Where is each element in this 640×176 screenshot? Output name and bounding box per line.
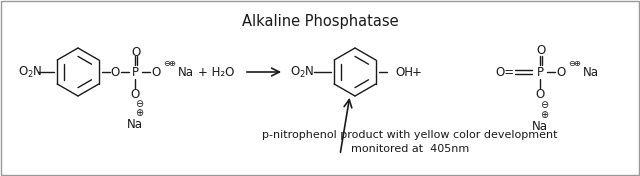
Text: ⊕: ⊕	[540, 110, 548, 120]
Text: + H₂O: + H₂O	[198, 65, 234, 78]
Text: Na: Na	[178, 65, 194, 78]
Text: ⊕: ⊕	[135, 108, 143, 118]
Text: Na: Na	[127, 118, 143, 130]
Text: OH: OH	[395, 65, 413, 78]
Text: +: +	[412, 65, 422, 78]
Text: P: P	[131, 65, 138, 78]
Text: P: P	[536, 65, 543, 78]
Text: O: O	[536, 87, 545, 100]
Text: ⊖: ⊖	[163, 59, 170, 68]
Text: p-nitrophenol product with yellow color development
monitored at  405nm: p-nitrophenol product with yellow color …	[262, 130, 557, 154]
Text: O$_2$N: O$_2$N	[290, 64, 315, 80]
Text: O$_2$N: O$_2$N	[18, 64, 43, 80]
Text: O: O	[152, 65, 161, 78]
Text: Na: Na	[583, 65, 599, 78]
Text: ⊖: ⊖	[540, 100, 548, 110]
Text: O: O	[131, 46, 141, 58]
Text: ⊕: ⊕	[168, 59, 175, 68]
Text: ⊕: ⊕	[573, 59, 580, 68]
Text: ⊖: ⊖	[568, 59, 575, 68]
Text: O=: O=	[495, 65, 514, 78]
Text: O: O	[131, 87, 140, 100]
Text: ⊖: ⊖	[135, 99, 143, 109]
Text: Alkaline Phosphatase: Alkaline Phosphatase	[242, 14, 398, 29]
Text: O: O	[556, 65, 566, 78]
Text: O: O	[536, 45, 546, 58]
Text: Na: Na	[532, 121, 548, 134]
Text: O: O	[110, 65, 120, 78]
